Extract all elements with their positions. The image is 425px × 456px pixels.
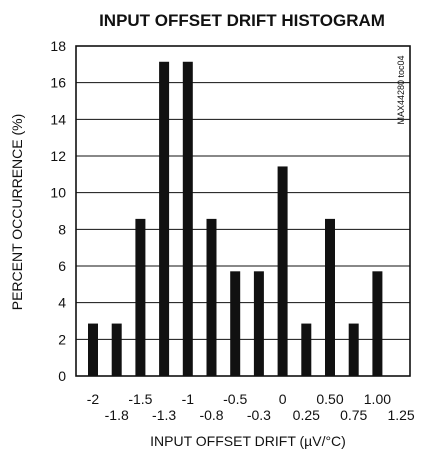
chart-title: INPUT OFFSET DRIFT HISTOGRAM — [99, 11, 385, 30]
x-tick-label: -1 — [182, 391, 195, 407]
x-tick-label: -0.5 — [223, 391, 247, 407]
bar — [348, 323, 359, 376]
y-tick-label: 0 — [58, 368, 66, 384]
y-tick-label: 16 — [50, 75, 66, 91]
grid-lines — [76, 82, 410, 340]
y-tick-label: 6 — [58, 258, 66, 274]
x-tick-label: -1.3 — [152, 407, 176, 423]
x-tick-label: 0 — [279, 391, 287, 407]
bar — [230, 271, 241, 376]
plot-frame — [75, 45, 411, 377]
bar — [253, 271, 264, 376]
bar — [277, 166, 288, 376]
x-tick-label: 1.00 — [364, 391, 391, 407]
x-tick-labels: -2 -1.8-1.5-1.3 -1-0.8-0.5-0.3 0 0.250.500.7… — [87, 391, 415, 423]
bars — [88, 61, 383, 377]
x-tick-label: -1.5 — [128, 391, 152, 407]
bar — [206, 218, 217, 376]
y-tick-label: 2 — [58, 331, 66, 347]
bar — [135, 218, 146, 376]
figure-id-label: MAX44280 toc04 — [396, 55, 406, 124]
bar — [325, 218, 335, 376]
y-axis-label: PERCENT OCCURRENCE (%) — [9, 114, 25, 311]
x-tick-label: 0.75 — [340, 407, 367, 423]
bar — [182, 61, 193, 377]
x-tick-label: -0.8 — [199, 407, 223, 423]
x-tick-label: -2 — [87, 391, 100, 407]
x-tick-label: 1.25 — [387, 407, 414, 423]
x-tick-label: 0.50 — [316, 391, 343, 407]
y-tick-label: 12 — [50, 148, 66, 164]
bar — [372, 271, 383, 376]
y-tick-label: 4 — [58, 295, 66, 311]
x-axis-label: INPUT OFFSET DRIFT (µV/°C) — [150, 433, 346, 449]
bar — [159, 61, 170, 377]
x-tick-label: 0.25 — [293, 407, 320, 423]
y-tick-labels: 0 2 4 6 8 10 12 14 16 18 — [50, 38, 66, 384]
bar — [111, 323, 122, 376]
x-tick-label: -1.8 — [105, 407, 129, 423]
y-tick-label: 10 — [50, 185, 66, 201]
x-tick-label: -0.3 — [247, 407, 271, 423]
y-tick-label: 18 — [50, 38, 66, 54]
y-tick-label: 8 — [58, 221, 66, 237]
bar — [88, 323, 98, 376]
bar — [301, 323, 312, 376]
y-tick-label: 14 — [50, 111, 66, 127]
